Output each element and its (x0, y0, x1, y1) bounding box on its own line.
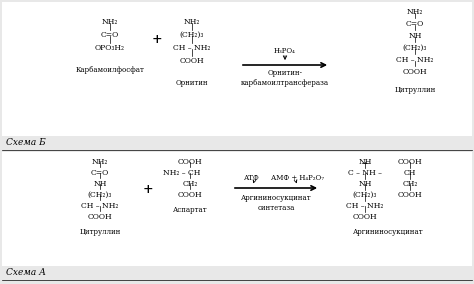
FancyBboxPatch shape (2, 2, 472, 136)
Text: COOH: COOH (178, 158, 202, 166)
Text: C – NH –: C – NH – (348, 169, 382, 177)
Text: CH₂: CH₂ (402, 180, 418, 188)
Text: NH: NH (358, 180, 372, 188)
Text: Орнитин: Орнитин (176, 79, 208, 87)
Text: CH – NH₂: CH – NH₂ (396, 56, 434, 64)
Text: Цитруллин: Цитруллин (79, 228, 121, 236)
Text: (CH₂)₃: (CH₂)₃ (403, 44, 427, 52)
Text: CH – NH₂: CH – NH₂ (346, 202, 383, 210)
Text: COOH: COOH (180, 57, 204, 65)
Text: COOH: COOH (398, 158, 422, 166)
Text: NH: NH (93, 180, 107, 188)
Text: NH₂: NH₂ (407, 8, 423, 16)
Text: NH: NH (358, 158, 372, 166)
Text: (CH₂)₃: (CH₂)₃ (180, 31, 204, 39)
Text: (CH₂)₃: (CH₂)₃ (353, 191, 377, 199)
FancyBboxPatch shape (2, 152, 472, 266)
Text: Аргининосукцинат: Аргининосукцинат (241, 194, 311, 202)
Text: CH: CH (404, 169, 416, 177)
Text: C=O: C=O (91, 169, 109, 177)
Text: CH – NH₂: CH – NH₂ (173, 44, 210, 52)
Text: COOH: COOH (88, 213, 112, 221)
Text: C=O: C=O (406, 20, 424, 28)
Text: COOH: COOH (178, 191, 202, 199)
Text: (CH₂)₃: (CH₂)₃ (88, 191, 112, 199)
Text: OPO₃H₂: OPO₃H₂ (95, 44, 125, 52)
Text: NH₂: NH₂ (92, 158, 108, 166)
Text: COOH: COOH (403, 68, 428, 76)
Text: NH₂: NH₂ (102, 18, 118, 26)
Text: C=O: C=O (101, 31, 119, 39)
Text: Аргининосукцинат: Аргининосукцинат (353, 228, 423, 236)
Text: Аспартат: Аспартат (173, 206, 207, 214)
Text: АМФ + H₄P₂O₇: АМФ + H₄P₂O₇ (272, 174, 325, 182)
Text: карбамоилтрансфераза: карбамоилтрансфераза (241, 79, 329, 87)
Text: +: + (152, 33, 162, 46)
Text: NH: NH (408, 32, 422, 40)
Text: Карбамоилфосфат: Карбамоилфосфат (75, 66, 145, 74)
Text: COOH: COOH (398, 191, 422, 199)
Text: АТФ: АТФ (244, 174, 260, 182)
Text: Цитруллин: Цитруллин (394, 86, 436, 94)
Text: NH₂: NH₂ (184, 18, 200, 26)
Text: +: + (143, 183, 153, 196)
Text: COOH: COOH (353, 213, 377, 221)
Text: Схема А: Схема А (6, 268, 46, 277)
Text: CH₂: CH₂ (182, 180, 198, 188)
Text: синтетаза: синтетаза (257, 204, 295, 212)
Text: Орнитин-: Орнитин- (267, 69, 302, 77)
Text: NH₂ – CH: NH₂ – CH (164, 169, 201, 177)
Text: Схема Б: Схема Б (6, 138, 46, 147)
Text: CH – NH₂: CH – NH₂ (82, 202, 118, 210)
Text: H₃PO₄: H₃PO₄ (274, 47, 296, 55)
